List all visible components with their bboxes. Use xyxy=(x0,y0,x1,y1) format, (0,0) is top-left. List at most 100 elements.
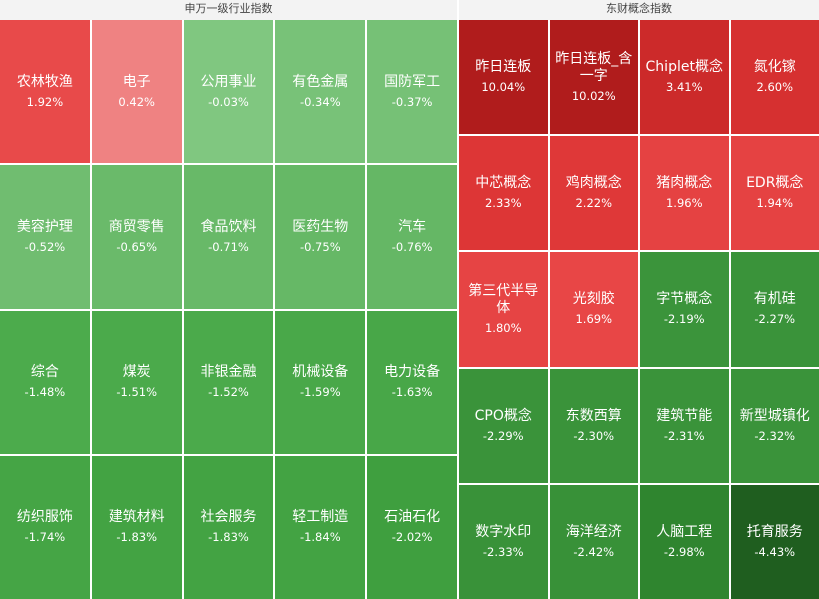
treemap-cell[interactable]: 综合 -1.48% xyxy=(0,310,90,454)
treemap-cell[interactable]: 昨日连板_含一字 10.02% xyxy=(549,20,638,135)
treemap-cell[interactable]: 海洋经济 -2.42% xyxy=(549,484,638,599)
cell-name: 建筑节能 xyxy=(656,407,713,424)
cell-value: -2.19% xyxy=(663,312,705,327)
cell-value: -2.27% xyxy=(754,312,796,327)
cell-name: 建筑材料 xyxy=(108,509,165,526)
treemap-cell[interactable]: 昨日连板 10.04% xyxy=(459,20,548,135)
treemap-cell[interactable]: 公用事业 -0.03% xyxy=(183,20,274,164)
treemap-cell[interactable]: 轻工制造 -1.84% xyxy=(275,455,366,599)
cell-name: 社会服务 xyxy=(200,509,257,526)
concept-treemap: 昨日连板 10.04% 昨日连板_含一字 10.02% Chiplet概念 3.41% 氮化… xyxy=(459,20,819,599)
treemap-cell[interactable]: 猪肉概念 1.96% xyxy=(640,136,729,251)
cell-name: 食品饮料 xyxy=(200,218,257,235)
treemap-cell[interactable]: 氮化镓 2.60% xyxy=(730,20,819,135)
treemap-cell[interactable]: Chiplet概念 3.41% xyxy=(640,20,729,135)
cell-value: 2.22% xyxy=(575,196,613,211)
cell-value: -0.34% xyxy=(299,94,341,109)
cell-value: 0.42% xyxy=(118,94,155,109)
treemap-cell[interactable]: 东数西算 -2.30% xyxy=(549,368,638,483)
cell-value: 2.60% xyxy=(756,80,794,95)
cell-value: 1.94% xyxy=(756,196,794,211)
cell-name: 第三代半导体 xyxy=(468,282,539,316)
cell-value: -2.31% xyxy=(663,428,705,443)
sw-industry-treemap-panel: 申万一级行业指数 农林牧渔 1.92% 电子 0.42% 公用事业 -0.03% 有色金属 -… xyxy=(0,0,457,599)
cell-value: -2.98% xyxy=(663,544,705,559)
cell-name: 猪肉概念 xyxy=(656,175,713,192)
treemap-cell[interactable]: EDR概念 1.94% xyxy=(730,136,819,251)
treemap-cell[interactable]: 新型城镇化 -2.32% xyxy=(730,368,819,483)
cell-name: 电子 xyxy=(122,73,151,90)
cell-name: 字节概念 xyxy=(656,291,713,308)
treemap-cell[interactable]: 汽车 -0.76% xyxy=(367,165,457,309)
treemap-cell[interactable]: 第三代半导体 1.80% xyxy=(459,252,548,367)
sw-industry-title: 申万一级行业指数 xyxy=(0,0,457,21)
cell-value: -4.43% xyxy=(754,544,796,559)
concept-treemap-panel: 东财概念指数 昨日连板 10.04% 昨日连板_含一字 10.02% Chiplet概念… xyxy=(459,0,819,599)
cell-value: -2.42% xyxy=(573,544,615,559)
treemap-cell[interactable]: 石油石化 -2.02% xyxy=(367,455,457,599)
cell-value: -2.29% xyxy=(482,428,524,443)
cell-name: 昨日连板_含一字 xyxy=(555,50,633,84)
treemap-cell[interactable]: 中芯概念 2.33% xyxy=(459,136,548,251)
cell-name: 东数西算 xyxy=(565,407,622,424)
treemap-cell[interactable]: 社会服务 -1.83% xyxy=(183,455,274,599)
cell-value: -0.71% xyxy=(208,239,249,254)
cell-value: -0.65% xyxy=(116,239,158,254)
treemap-cell[interactable]: 煤炭 -1.51% xyxy=(91,310,182,454)
cell-name: 石油石化 xyxy=(384,509,441,526)
treemap-cell[interactable]: 有机硅 -2.27% xyxy=(730,252,819,367)
treemap-cell[interactable]: 建筑节能 -2.31% xyxy=(640,368,729,483)
cell-name: 纺织服饰 xyxy=(16,509,73,526)
cell-name: 新型城镇化 xyxy=(739,407,810,424)
cell-value: -1.74% xyxy=(24,530,66,545)
treemap-cell[interactable]: 美容护理 -0.52% xyxy=(0,165,90,309)
treemap-cell[interactable]: 电力设备 -1.63% xyxy=(367,310,457,454)
cell-name: 煤炭 xyxy=(122,364,151,381)
cell-name: EDR概念 xyxy=(746,175,804,192)
cell-value: 1.80% xyxy=(484,320,522,335)
cell-name: 商贸零售 xyxy=(108,218,165,235)
treemap-cell[interactable]: 国防军工 -0.37% xyxy=(367,20,457,164)
treemap-cell[interactable]: 人脑工程 -2.98% xyxy=(640,484,729,599)
cell-value: -0.76% xyxy=(391,239,433,254)
cell-value: 1.69% xyxy=(575,312,613,327)
cell-value: -1.83% xyxy=(208,530,249,545)
cell-value: 10.04% xyxy=(481,80,526,95)
treemap-cell[interactable]: 有色金属 -0.34% xyxy=(275,20,366,164)
cell-value: -1.83% xyxy=(116,530,158,545)
treemap-cell[interactable]: 纺织服饰 -1.74% xyxy=(0,455,90,599)
cell-value: -1.59% xyxy=(299,385,341,400)
cell-value: -1.84% xyxy=(299,530,341,545)
treemap-cell[interactable]: 非银金融 -1.52% xyxy=(183,310,274,454)
treemap-cell[interactable]: 鸡肉概念 2.22% xyxy=(549,136,638,251)
cell-name: 有机硅 xyxy=(753,291,796,308)
treemap-cell[interactable]: 电子 0.42% xyxy=(91,20,182,164)
treemap-cell[interactable]: 机械设备 -1.59% xyxy=(275,310,366,454)
cell-name: 数字水印 xyxy=(475,523,532,540)
cell-name: 非银金融 xyxy=(200,364,257,381)
treemap-cell[interactable]: 商贸零售 -0.65% xyxy=(91,165,182,309)
cell-name: 公用事业 xyxy=(200,73,257,90)
treemap-cell[interactable]: 建筑材料 -1.83% xyxy=(91,455,182,599)
cell-value: -0.75% xyxy=(299,239,341,254)
cell-value: -2.33% xyxy=(482,544,524,559)
sw-industry-treemap: 农林牧渔 1.92% 电子 0.42% 公用事业 -0.03% 有色金属 -0.34% 国防军工… xyxy=(0,20,457,599)
treemap-cell[interactable]: 医药生物 -0.75% xyxy=(275,165,366,309)
cell-name: 农林牧渔 xyxy=(16,73,73,90)
cell-value: -2.30% xyxy=(573,428,615,443)
cell-value: -2.32% xyxy=(754,428,796,443)
cell-value: -1.48% xyxy=(24,385,66,400)
treemap-cell[interactable]: 食品饮料 -0.71% xyxy=(183,165,274,309)
cell-value: -0.52% xyxy=(24,239,66,254)
cell-name: 轻工制造 xyxy=(292,509,349,526)
treemap-cell[interactable]: 光刻胶 1.69% xyxy=(549,252,638,367)
cell-value: 1.92% xyxy=(26,94,64,109)
treemap-cell[interactable]: 农林牧渔 1.92% xyxy=(0,20,90,164)
treemap-cell[interactable]: 托育服务 -4.43% xyxy=(730,484,819,599)
treemap-cell[interactable]: CPO概念 -2.29% xyxy=(459,368,548,483)
cell-value: 1.96% xyxy=(665,196,703,211)
treemap-cell[interactable]: 字节概念 -2.19% xyxy=(640,252,729,367)
cell-name: 中芯概念 xyxy=(475,175,532,192)
cell-name: 美容护理 xyxy=(16,218,73,235)
treemap-cell[interactable]: 数字水印 -2.33% xyxy=(459,484,548,599)
